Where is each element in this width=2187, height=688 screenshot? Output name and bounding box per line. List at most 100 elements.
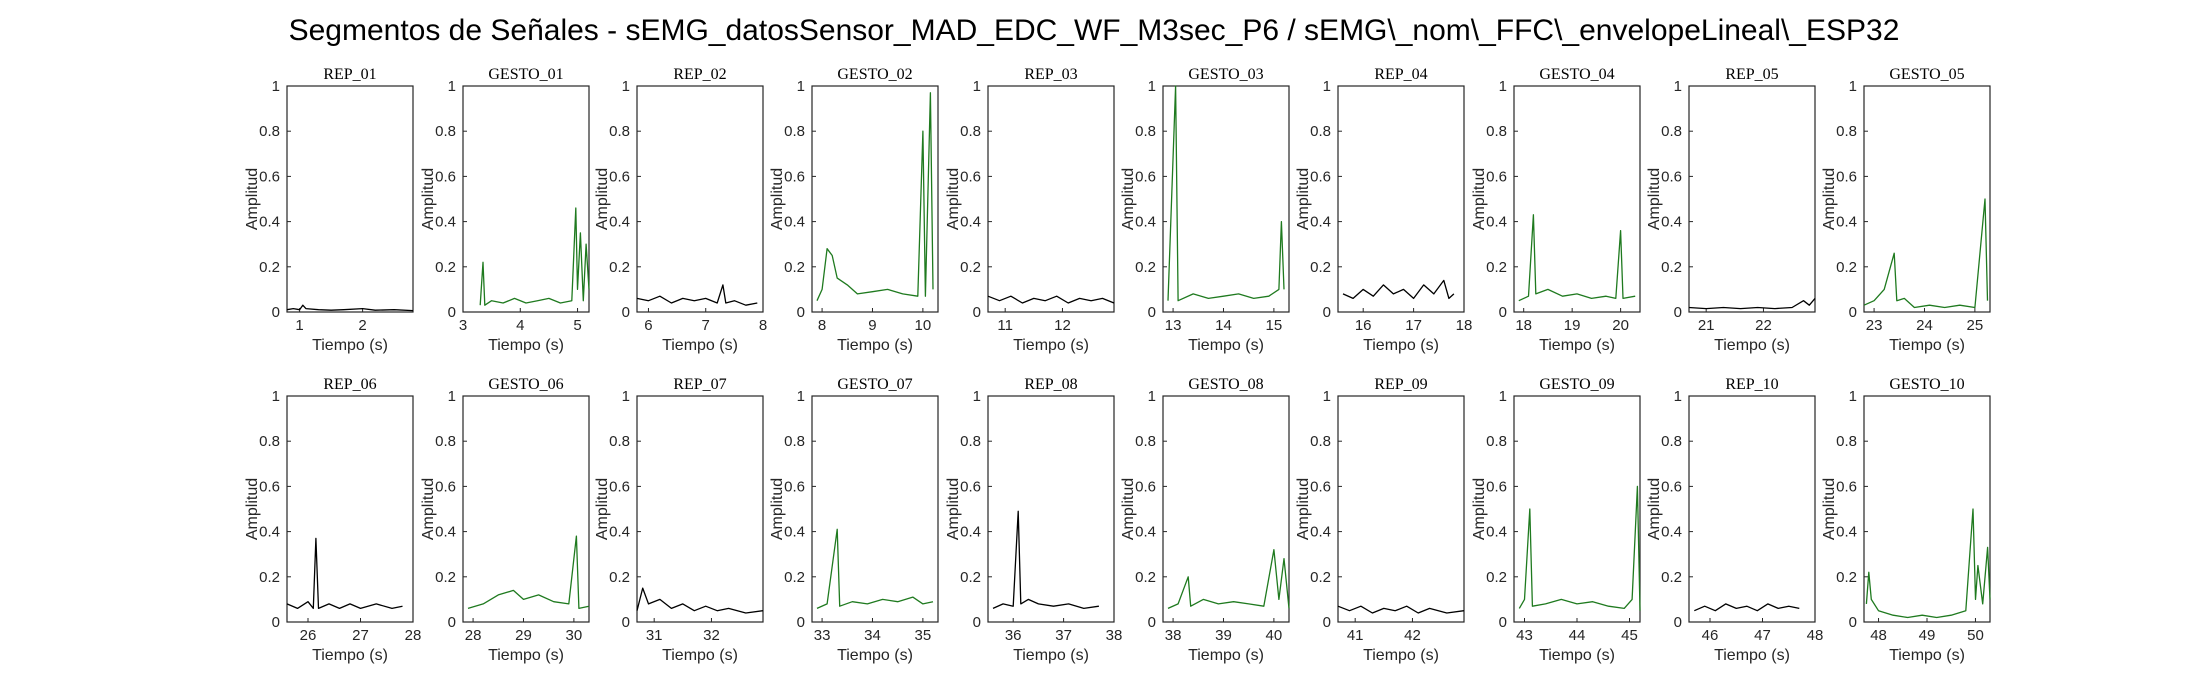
x-tick-label: 24 (1916, 317, 1933, 334)
axes-box (811, 85, 939, 313)
x-tick-label: 14 (1215, 317, 1232, 334)
y-axis-label: Amplitud (1295, 478, 1312, 540)
series-line (286, 537, 403, 610)
subplot: 0 0.2 0.4 0.6 0.8 1 33 34 35 GESTO_07 Tiempo (s) Am… (769, 376, 939, 664)
y-tick-label: 0 (1499, 304, 1507, 321)
subplot: 0 0.2 0.4 0.6 0.8 1 8 9 10 GESTO_02 Tiempo (s) Ampl… (769, 66, 939, 354)
y-tick-label: 0.8 (1661, 433, 1682, 450)
y-tick-label: 0.2 (1661, 259, 1682, 276)
y-tick-label: 0.8 (435, 123, 456, 140)
subplot-title: GESTO_02 (837, 66, 912, 83)
y-tick-label: 0.8 (609, 123, 630, 140)
y-tick-label: 0.4 (1836, 214, 1857, 231)
series-line (1518, 485, 1641, 611)
y-tick-label: 0 (448, 614, 456, 631)
subplot: 0 0.2 0.4 0.6 0.8 1 43 44 45 GESTO_09 Tiempo (s) Am… (1471, 376, 1641, 664)
subplot: 0 0.2 0.4 0.6 0.8 1 31 32 REP_07 Tiempo (s) Amplit… (594, 376, 764, 664)
y-tick-label: 0.4 (960, 524, 981, 541)
y-tick-label: 0.4 (1486, 524, 1507, 541)
series-line (1167, 85, 1285, 302)
y-axis-label: Amplitud (420, 168, 437, 230)
y-tick-label: 0.6 (1486, 478, 1507, 495)
y-tick-label: 0.8 (1135, 123, 1156, 140)
x-tick-label: 38 (1165, 627, 1182, 644)
axes-box (1863, 395, 1991, 623)
subplot: 0 0.2 0.4 0.6 0.8 1 23 24 25 GESTO_05 Tiempo (s) Am… (1821, 66, 1991, 354)
y-tick-label: 0.8 (1486, 433, 1507, 450)
x-tick-label: 48 (1870, 627, 1887, 644)
y-axis-label: Amplitud (1821, 478, 1838, 540)
y-axis-label: Amplitud (1646, 168, 1663, 230)
x-tick-label: 42 (1404, 627, 1421, 644)
subplot-title: GESTO_03 (1188, 66, 1263, 83)
x-axis-label: Tiempo (s) (1363, 337, 1439, 354)
y-tick-label: 0.6 (960, 168, 981, 185)
x-axis-label: Tiempo (s) (1714, 337, 1790, 354)
y-tick-label: 0 (1499, 614, 1507, 631)
subplot-title: REP_04 (1374, 66, 1427, 83)
y-tick-label: 1 (973, 78, 981, 95)
axes-box (286, 395, 414, 623)
x-axis-label: Tiempo (s) (837, 647, 913, 664)
x-tick-label: 8 (759, 317, 767, 334)
subplot-title: GESTO_06 (488, 376, 563, 393)
y-tick-label: 1 (622, 388, 630, 405)
y-tick-label: 0.6 (784, 478, 805, 495)
x-tick-label: 32 (703, 627, 720, 644)
axes-box (1162, 85, 1290, 313)
y-tick-label: 1 (1499, 388, 1507, 405)
x-tick-label: 28 (465, 627, 482, 644)
subplot-title: GESTO_07 (837, 376, 912, 393)
subplot: 0 0.2 0.4 0.6 0.8 1 16 17 18 REP_04 Tiempo (s) Ampl… (1295, 66, 1472, 354)
y-tick-label: 1 (1323, 78, 1331, 95)
y-tick-label: 0.2 (1135, 259, 1156, 276)
x-tick-label: 25 (1967, 317, 1984, 334)
subplot: 0 0.2 0.4 0.6 0.8 1 46 47 48 REP_10 Tiempo (s) Ampl… (1646, 376, 1823, 664)
x-tick-label: 22 (1755, 317, 1772, 334)
y-tick-label: 0 (1148, 304, 1156, 321)
subplot-title: GESTO_05 (1889, 66, 1964, 83)
y-tick-label: 0.6 (609, 168, 630, 185)
y-axis-label: Amplitud (769, 168, 786, 230)
x-tick-label: 17 (1405, 317, 1422, 334)
y-tick-label: 0.4 (960, 214, 981, 231)
axes-box (1688, 85, 1816, 313)
y-tick-label: 1 (1323, 388, 1331, 405)
y-axis-label: Amplitud (1471, 168, 1488, 230)
y-tick-label: 0.8 (1486, 123, 1507, 140)
x-axis-label: Tiempo (s) (1013, 337, 1089, 354)
y-tick-label: 1 (448, 388, 456, 405)
subplot: 0 0.2 0.4 0.6 0.8 1 18 19 20 GESTO_04 Tiempo (s) Am… (1471, 66, 1641, 354)
axes-box (987, 395, 1115, 623)
x-tick-label: 50 (1967, 627, 1984, 644)
axes-box (1863, 85, 1991, 313)
y-axis-label: Amplitud (244, 168, 261, 230)
x-axis-label: Tiempo (s) (1714, 647, 1790, 664)
series-line (636, 284, 758, 306)
x-tick-label: 48 (1807, 627, 1824, 644)
y-tick-label: 0 (1674, 304, 1682, 321)
subplot: 0 0.2 0.4 0.6 0.8 1 48 49 50 GESTO_10 Tiempo (s) Am… (1821, 376, 1991, 664)
x-axis-label: Tiempo (s) (1889, 647, 1965, 664)
y-tick-label: 0.8 (784, 123, 805, 140)
subplot-title: REP_06 (323, 376, 376, 393)
y-tick-label: 0.8 (609, 433, 630, 450)
x-tick-label: 47 (1754, 627, 1771, 644)
y-tick-label: 0.2 (435, 259, 456, 276)
y-tick-label: 0.2 (960, 259, 981, 276)
y-tick-label: 1 (1674, 78, 1682, 95)
subplot-title: GESTO_10 (1889, 376, 1964, 393)
y-tick-label: 0.6 (1135, 478, 1156, 495)
y-tick-label: 0.4 (435, 214, 456, 231)
subplot: 0 0.2 0.4 0.6 0.8 1 38 39 40 GESTO_08 Tiempo (s) Am… (1120, 376, 1290, 664)
y-tick-label: 0.4 (1836, 524, 1857, 541)
x-axis-label: Tiempo (s) (1363, 647, 1439, 664)
y-tick-label: 0.4 (435, 524, 456, 541)
figure-title: Segmentos de Señales - sEMG_datosSensor_… (289, 14, 1900, 47)
subplot-title: REP_02 (673, 66, 726, 83)
y-tick-label: 0.4 (259, 214, 280, 231)
y-tick-label: 0.4 (609, 214, 630, 231)
x-axis-label: Tiempo (s) (1539, 647, 1615, 664)
series-line (1342, 279, 1455, 300)
series-line (1694, 603, 1800, 612)
